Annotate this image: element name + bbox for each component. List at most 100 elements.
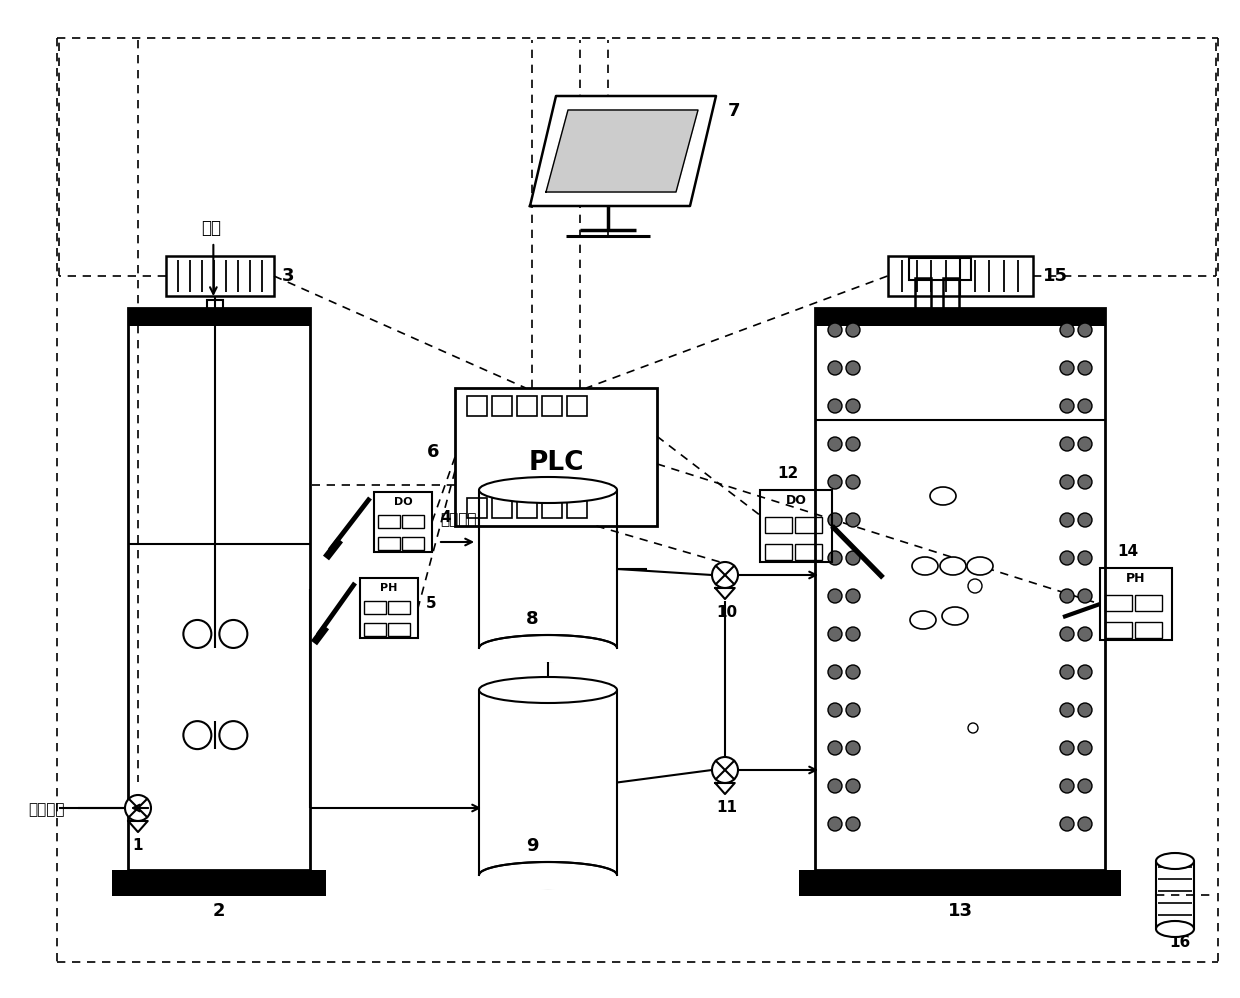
- Text: PH: PH: [1126, 572, 1146, 585]
- Circle shape: [846, 703, 861, 717]
- Text: 加碱: 加碱: [201, 219, 222, 237]
- Text: 9: 9: [526, 837, 538, 855]
- Text: 生活污水: 生活污水: [440, 513, 476, 528]
- Circle shape: [1078, 475, 1092, 489]
- Ellipse shape: [930, 487, 956, 505]
- Text: DO: DO: [786, 493, 806, 507]
- Ellipse shape: [1156, 921, 1194, 937]
- Circle shape: [1078, 779, 1092, 793]
- Bar: [517, 498, 537, 518]
- Circle shape: [1078, 703, 1092, 717]
- Circle shape: [846, 475, 861, 489]
- Bar: [128, 308, 310, 870]
- Circle shape: [1060, 817, 1074, 831]
- Bar: [477, 875, 619, 889]
- Bar: [128, 308, 310, 326]
- Bar: [388, 623, 410, 637]
- Bar: [112, 870, 326, 896]
- Circle shape: [1078, 437, 1092, 451]
- Circle shape: [1078, 589, 1092, 603]
- Circle shape: [125, 795, 151, 821]
- Bar: [760, 490, 832, 562]
- Text: PH: PH: [381, 583, 398, 593]
- Polygon shape: [546, 110, 698, 192]
- Bar: [765, 517, 792, 533]
- Circle shape: [1078, 513, 1092, 527]
- Text: 6: 6: [427, 443, 439, 461]
- Circle shape: [828, 323, 842, 337]
- Circle shape: [846, 323, 861, 337]
- Bar: [909, 258, 971, 280]
- Circle shape: [219, 722, 247, 749]
- Circle shape: [828, 513, 842, 527]
- Circle shape: [846, 437, 861, 451]
- Bar: [166, 256, 274, 296]
- Circle shape: [846, 513, 861, 527]
- Circle shape: [1078, 741, 1092, 755]
- Bar: [374, 492, 432, 552]
- Bar: [888, 256, 1033, 296]
- Ellipse shape: [1156, 853, 1194, 869]
- Text: 13: 13: [947, 902, 972, 920]
- Bar: [815, 308, 1105, 326]
- Polygon shape: [529, 96, 715, 206]
- Circle shape: [1060, 323, 1074, 337]
- Circle shape: [846, 589, 861, 603]
- Circle shape: [828, 817, 842, 831]
- Circle shape: [1078, 627, 1092, 641]
- Text: 剩余污泥: 剩余污泥: [29, 802, 64, 817]
- Circle shape: [219, 620, 247, 648]
- Ellipse shape: [479, 677, 618, 703]
- Circle shape: [1078, 665, 1092, 679]
- Bar: [799, 870, 1121, 896]
- Circle shape: [712, 757, 738, 783]
- Bar: [207, 300, 223, 316]
- Circle shape: [1078, 399, 1092, 413]
- Ellipse shape: [967, 557, 993, 575]
- Circle shape: [846, 817, 861, 831]
- Circle shape: [846, 741, 861, 755]
- Text: 3: 3: [281, 267, 295, 285]
- Text: 8: 8: [526, 610, 538, 628]
- Text: 15: 15: [1043, 267, 1068, 285]
- Circle shape: [828, 437, 842, 451]
- Bar: [517, 396, 537, 416]
- Ellipse shape: [479, 862, 618, 888]
- Bar: [942, 278, 959, 310]
- Circle shape: [846, 665, 861, 679]
- Circle shape: [846, 399, 861, 413]
- Circle shape: [828, 589, 842, 603]
- Circle shape: [828, 475, 842, 489]
- Circle shape: [1078, 817, 1092, 831]
- Bar: [1135, 596, 1162, 611]
- Circle shape: [846, 779, 861, 793]
- Bar: [492, 396, 512, 416]
- Circle shape: [828, 361, 842, 375]
- Circle shape: [968, 723, 978, 733]
- Bar: [378, 515, 401, 528]
- Ellipse shape: [910, 611, 936, 629]
- Circle shape: [1060, 513, 1074, 527]
- Bar: [467, 498, 487, 518]
- Text: 12: 12: [777, 466, 799, 481]
- Bar: [1135, 622, 1162, 638]
- Circle shape: [828, 779, 842, 793]
- Text: 1: 1: [133, 838, 144, 853]
- Circle shape: [1060, 703, 1074, 717]
- Text: PLC: PLC: [528, 449, 584, 475]
- Bar: [542, 498, 562, 518]
- Bar: [402, 537, 424, 550]
- Circle shape: [828, 665, 842, 679]
- Bar: [795, 544, 822, 560]
- Text: 4: 4: [440, 510, 450, 525]
- Circle shape: [1060, 665, 1074, 679]
- Circle shape: [184, 722, 211, 749]
- Text: 16: 16: [1169, 935, 1190, 950]
- Text: 11: 11: [717, 800, 738, 815]
- Bar: [567, 396, 587, 416]
- Circle shape: [712, 562, 738, 588]
- Bar: [402, 515, 424, 528]
- Circle shape: [1060, 779, 1074, 793]
- Text: 10: 10: [717, 605, 738, 620]
- Circle shape: [1078, 323, 1092, 337]
